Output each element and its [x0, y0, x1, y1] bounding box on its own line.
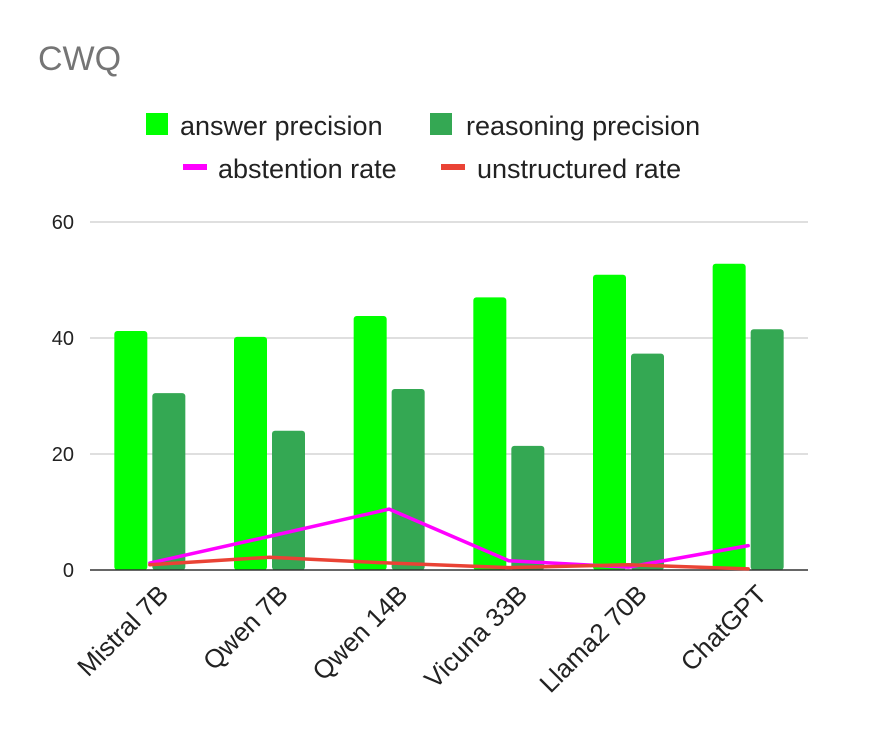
legend-swatch-answer-precision: [146, 113, 168, 135]
legend-swatch-reasoning-precision: [430, 113, 452, 135]
y-tick-label: 20: [52, 444, 74, 466]
legend-label-reasoning-precision: reasoning precision: [466, 111, 700, 141]
category-label: Llama2 70B: [533, 579, 652, 698]
bar-answer-precision: [712, 263, 746, 570]
legend-swatch-unstructured-rate: [441, 164, 465, 170]
legend-label-abstention-rate: abstention rate: [218, 154, 397, 184]
legend-label-answer-precision: answer precision: [180, 111, 383, 141]
bar-reasoning-precision: [750, 329, 784, 570]
line-unstructured-rate: [148, 555, 750, 571]
y-tick-label: 0: [63, 560, 74, 582]
line-abstention-rate: [148, 507, 750, 569]
legend-label-unstructured-rate: unstructured rate: [477, 154, 681, 184]
bar-answer-precision: [593, 274, 626, 570]
bar-reasoning-precision: [272, 430, 305, 570]
category-label: Qwen 7B: [197, 579, 294, 676]
bars: [114, 263, 784, 570]
bar-answer-precision: [114, 331, 148, 570]
bar-reasoning-precision: [152, 393, 186, 570]
y-tick-label: 60: [52, 212, 74, 234]
bar-answer-precision: [473, 297, 507, 570]
category-label: Mistral 7B: [71, 579, 174, 682]
bar-answer-precision: [353, 315, 387, 570]
series-lines: [148, 507, 750, 571]
x-axis-categories: Mistral 7B Qwen 7B Qwen 14B Vicuna 33B Llama…: [71, 579, 772, 698]
legend-swatch-abstention-rate: [183, 164, 207, 170]
bar-reasoning-precision: [631, 353, 664, 570]
bar-reasoning-precision: [511, 445, 545, 570]
gridlines: [90, 221, 808, 455]
bar-answer-precision: [234, 336, 267, 570]
category-label: Qwen 14B: [306, 579, 413, 686]
bar-reasoning-precision: [391, 389, 425, 570]
legend: answer precision reasoning precision abs…: [146, 111, 700, 184]
chart-title: CWQ: [38, 40, 121, 78]
y-axis-ticks: 0 20 40 60: [52, 212, 74, 582]
category-label: Vicuna 33B: [418, 579, 533, 694]
category-label: ChatGPT: [675, 579, 773, 677]
y-tick-label: 40: [52, 328, 74, 350]
